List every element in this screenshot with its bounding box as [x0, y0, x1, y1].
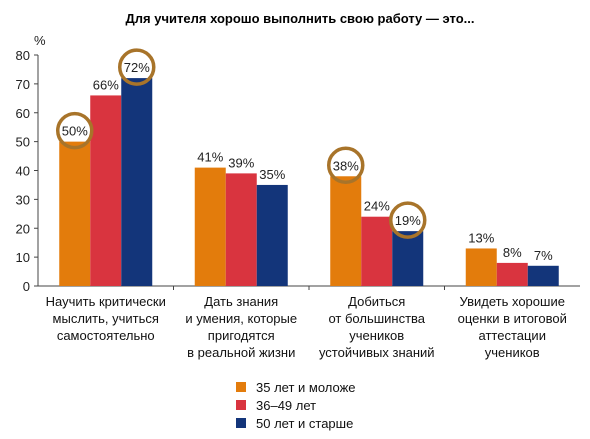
- y-tick-label: 10: [16, 250, 30, 265]
- category-labels: Научить критически мыслить, учиться самост…: [46, 294, 567, 360]
- data-label: 72%: [124, 60, 150, 75]
- bar: [90, 95, 122, 286]
- bar: [361, 216, 393, 286]
- bar: [496, 262, 528, 286]
- category-label: учеников: [349, 328, 404, 343]
- y-tick-label: 80: [16, 48, 30, 63]
- data-label: 19%: [395, 213, 421, 228]
- y-axis-unit: %: [34, 33, 46, 48]
- category-label: Научить критически: [46, 294, 166, 309]
- data-label: 8%: [503, 245, 522, 260]
- legend-swatch: [236, 400, 246, 410]
- bar: [225, 173, 257, 286]
- category-label: от большинства: [328, 311, 425, 326]
- category-label: в реальной жизни: [187, 345, 295, 360]
- category-label: устойчивых знаний: [319, 345, 435, 360]
- legend-swatch: [236, 382, 246, 392]
- highlight-circle: [56, 111, 94, 150]
- legend-swatch: [236, 418, 246, 428]
- highlight-circle: [118, 48, 156, 86]
- category-label: аттестации: [479, 328, 546, 343]
- data-label: 35%: [259, 167, 285, 182]
- y-tick-label: 60: [16, 106, 30, 121]
- y-tick-label: 50: [16, 135, 30, 150]
- y-tick-label: 40: [16, 164, 30, 179]
- highlight-circle: [327, 146, 365, 185]
- highlight-circle: [389, 201, 427, 239]
- bar: [121, 78, 153, 286]
- axes: 0 10 20 30 40 50 60 70 80: [16, 48, 580, 294]
- data-label: 24%: [364, 199, 390, 214]
- legend: 35 лет и моложе 36–49 лет 50 лет и старше: [236, 380, 356, 431]
- y-tick-label: 0: [23, 279, 30, 294]
- category-label: Дать знания: [204, 294, 278, 309]
- category-label: и умения, которые: [185, 311, 297, 326]
- data-label: 41%: [197, 150, 223, 165]
- data-label: 50%: [62, 124, 88, 139]
- chart-title: Для учителя хорошо выполнить свою работу…: [126, 11, 475, 26]
- y-tick-label: 30: [16, 192, 30, 207]
- category-label: пригодятся: [208, 328, 275, 343]
- bar: [59, 141, 91, 286]
- y-tick-label: 70: [16, 77, 30, 92]
- highlight-circles: [56, 48, 427, 239]
- bar: [465, 248, 497, 286]
- category-label: мыслить, учиться: [53, 311, 159, 326]
- data-label: 66%: [93, 77, 119, 92]
- data-labels: 50% 66% 72% 41% 39% 35% 38% 24% 19% 13% 8% 7%: [62, 60, 553, 263]
- data-label: 39%: [228, 155, 254, 170]
- category-label: Добиться: [348, 294, 405, 309]
- legend-label: 36–49 лет: [256, 398, 316, 413]
- bar: [194, 167, 226, 286]
- category-label: оценки в итоговой: [458, 311, 567, 326]
- category-label: Увидеть хорошие: [460, 294, 565, 309]
- bar: [256, 184, 288, 286]
- y-tick-label: 20: [16, 221, 30, 236]
- bar: [392, 231, 424, 286]
- category-label: учеников: [485, 345, 540, 360]
- data-label: 38%: [333, 158, 359, 173]
- data-label: 7%: [534, 248, 553, 263]
- bar: [330, 176, 362, 286]
- legend-label: 35 лет и моложе: [256, 380, 356, 395]
- bar: [527, 265, 559, 286]
- data-label: 13%: [468, 230, 494, 245]
- legend-label: 50 лет и старше: [256, 416, 353, 431]
- category-label: самостоятельно: [57, 328, 155, 343]
- bars: [59, 78, 559, 286]
